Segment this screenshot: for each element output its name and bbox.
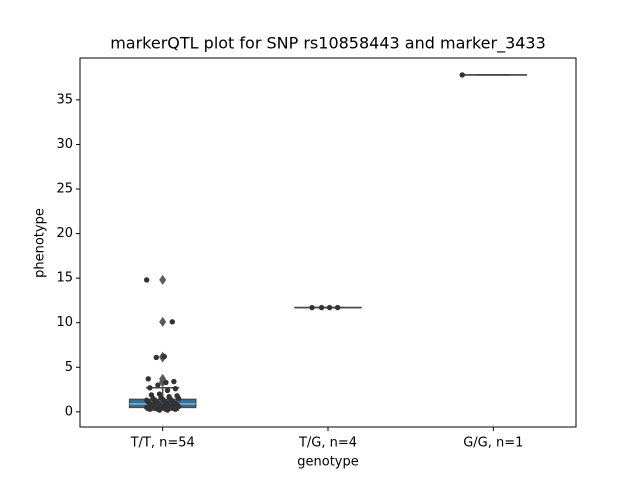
strip-point bbox=[155, 382, 161, 388]
strip-point bbox=[161, 353, 167, 360]
strip-point bbox=[169, 319, 175, 325]
outlier bbox=[159, 274, 167, 285]
strip-point bbox=[164, 387, 171, 394]
strip-point bbox=[164, 407, 171, 413]
chart-title: markerQTL plot for SNP rs10858443 and ma… bbox=[110, 34, 546, 54]
y-tick-label: 25 bbox=[56, 182, 73, 197]
strip-point bbox=[171, 378, 177, 385]
x-tick-label: T/G, n=4 bbox=[298, 436, 357, 451]
y-tick-label: 0 bbox=[65, 404, 73, 419]
strip-point bbox=[334, 304, 341, 311]
y-tick-label: 20 bbox=[56, 226, 73, 241]
y-tick-label: 5 bbox=[65, 360, 73, 375]
x-axis-label: genotype bbox=[297, 455, 358, 470]
strip-point bbox=[175, 395, 182, 402]
y-tick-label: 30 bbox=[56, 137, 73, 152]
strip-point bbox=[459, 72, 465, 78]
strip-point bbox=[147, 406, 153, 412]
strip-point bbox=[318, 304, 325, 311]
strip-point bbox=[172, 406, 179, 412]
strip-point bbox=[143, 277, 150, 283]
strip-point bbox=[326, 304, 333, 311]
x-tick-label: T/T, n=54 bbox=[130, 436, 195, 451]
outlier bbox=[159, 377, 167, 388]
y-tick-label: 15 bbox=[56, 271, 73, 286]
strip-point bbox=[163, 379, 169, 386]
strip-point bbox=[145, 376, 151, 382]
y-tick-label: 35 bbox=[56, 92, 73, 107]
strip-point bbox=[156, 407, 163, 413]
strip-point bbox=[172, 385, 179, 392]
outlier bbox=[159, 316, 167, 327]
y-tick-label: 10 bbox=[56, 315, 73, 330]
strip-point bbox=[153, 354, 159, 361]
strip-point bbox=[147, 385, 153, 391]
strip-point bbox=[309, 304, 315, 311]
plot-frame bbox=[79, 57, 577, 428]
y-axis-label: phenotype bbox=[33, 208, 48, 278]
x-tick-label: G/G, n=1 bbox=[463, 436, 523, 451]
